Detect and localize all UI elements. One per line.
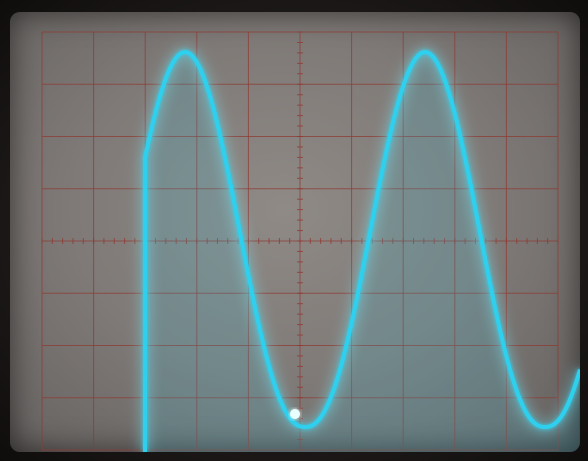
oscilloscope-screen bbox=[10, 12, 580, 452]
trace-fill bbox=[145, 52, 580, 452]
graticule-grid bbox=[41, 31, 559, 451]
waveform-trace bbox=[139, 45, 580, 452]
trace-bright-spot bbox=[290, 409, 300, 419]
oscilloscope-display bbox=[41, 31, 580, 452]
trace-line bbox=[143, 50, 580, 452]
